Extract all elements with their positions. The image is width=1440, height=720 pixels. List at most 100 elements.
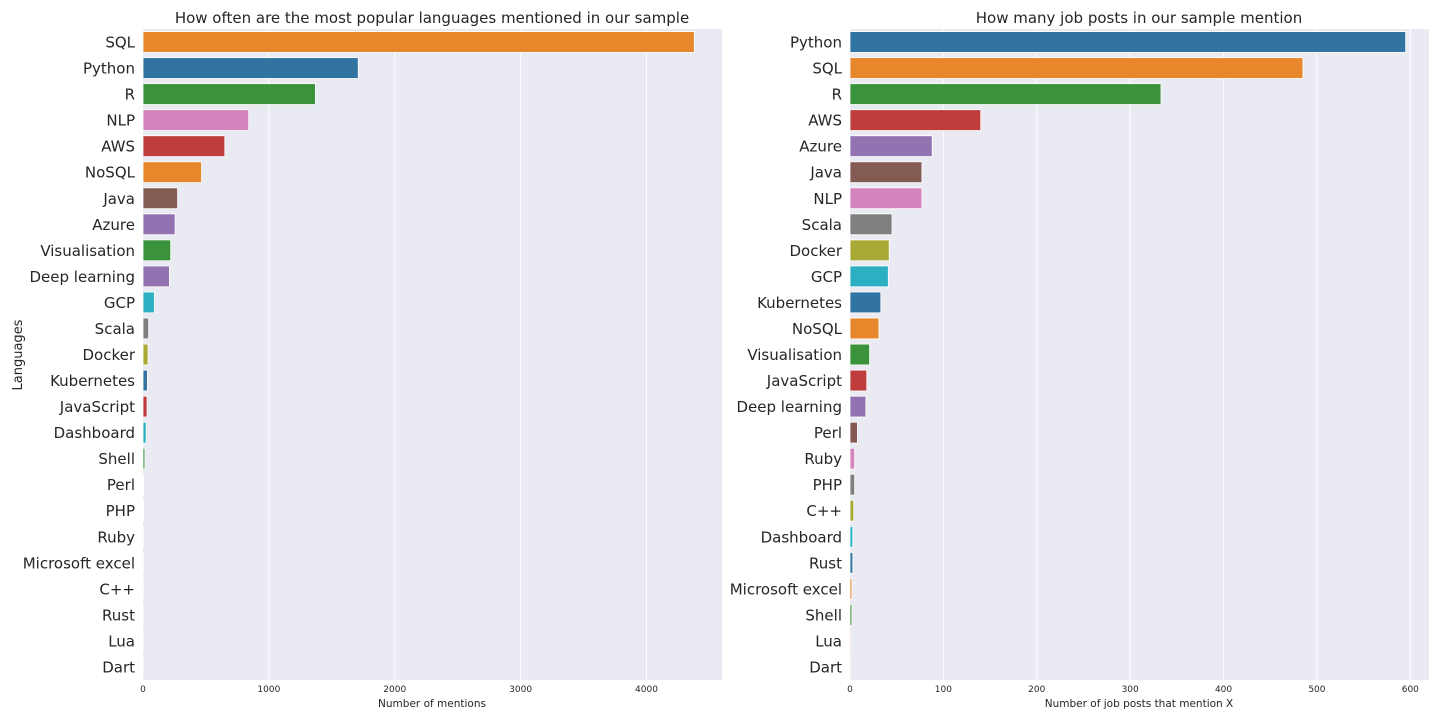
category-label-lua: Lua [108,632,135,650]
bar-azure [142,213,176,236]
bar-scala [849,213,893,236]
category-label-kubernetes: Kubernetes [50,372,135,390]
bar-python [142,57,359,79]
category-label-php: PHP [106,502,135,520]
x-tick-label: 300 [1122,685,1139,695]
category-label-r: R [832,86,842,104]
bar-perl [849,421,858,444]
bar-kubernetes [849,291,882,314]
bar-nosql [849,317,880,340]
category-label-nosql: NoSQL [792,320,843,338]
x-tick-label: 0 [847,685,853,695]
bar-dashboard [849,525,854,548]
x-tick-label: 0 [140,685,146,695]
bar-gcp [142,291,155,314]
category-label-r: R [125,86,135,104]
category-label-cplusplus: C++ [806,502,842,520]
bar-visualisation [849,343,871,366]
plot-area [143,29,722,680]
x-tick-label: 4000 [635,685,658,695]
category-label-gcp: GCP [811,268,842,286]
bar-microsoft-excel [849,578,853,600]
category-label-azure: Azure [799,138,842,156]
chart-title: How often are the most popular languages… [175,9,689,27]
bar-perl [142,473,145,496]
job-posts-chart: How many job posts in our sample mention… [730,9,1429,710]
x-tick-label: 400 [1215,685,1232,695]
category-label-microsoft-excel: Microsoft excel [730,580,842,598]
bar-visualisation [142,239,172,262]
x-tick-label: 200 [1028,685,1045,695]
category-label-azure: Azure [92,216,135,234]
category-label-nlp: NLP [106,112,135,130]
x-tick-label: 500 [1308,685,1325,695]
bar-java [142,187,179,210]
category-label-docker: Docker [789,242,842,260]
x-tick-label: 3000 [509,685,532,695]
bar-docker [849,239,890,262]
category-label-scala: Scala [95,320,135,338]
bar-deep-learning [849,395,867,418]
category-label-visualisation: Visualisation [747,346,842,364]
category-label-microsoft-excel: Microsoft excel [23,554,135,572]
bar-kubernetes [142,369,148,392]
bar-ruby [849,447,856,470]
bar-php [849,473,856,496]
mentions-chart: How often are the most popular languages… [11,9,722,710]
category-label-ruby: Ruby [97,528,135,546]
category-label-sql: SQL [105,34,135,52]
bar-python [849,31,1407,53]
category-label-gcp: GCP [104,294,135,312]
x-tick-label: 600 [1402,685,1419,695]
bar-aws [142,135,226,157]
bar-lua [849,630,852,652]
x-tick-label: 1000 [257,685,280,695]
bar-scala [142,317,150,340]
bar-r [849,83,1162,105]
category-label-php: PHP [813,476,842,494]
bar-php [142,499,144,522]
category-label-dashboard: Dashboard [761,528,842,546]
category-label-dashboard: Dashboard [54,424,135,442]
category-label-deep-learning: Deep learning [737,398,843,416]
bar-sql [849,57,1304,79]
category-label-cplusplus: C++ [99,580,135,598]
bar-dashboard [142,421,147,444]
category-label-kubernetes: Kubernetes [757,294,842,312]
bar-docker [142,343,149,366]
x-tick-label: 100 [935,685,952,695]
category-label-shell: Shell [98,450,135,468]
category-label-javascript: JavaScript [766,372,842,390]
bar-nosql [142,161,202,184]
y-axis-label: Languages [11,319,26,390]
bar-nlp [849,187,923,210]
category-label-perl: Perl [107,476,135,494]
x-axis-label: Number of mentions [378,698,486,710]
category-label-ruby: Ruby [804,450,842,468]
category-label-rust: Rust [102,606,135,624]
category-label-dart: Dart [809,658,842,676]
bar-deep-learning [142,265,170,288]
category-label-deep-learning: Deep learning [30,268,136,286]
category-label-nosql: NoSQL [85,164,136,182]
category-label-nlp: NLP [813,190,842,208]
plot-area [850,29,1429,680]
category-label-rust: Rust [809,554,842,572]
category-label-dart: Dart [102,658,135,676]
category-label-visualisation: Visualisation [40,242,135,260]
bar-java [849,161,923,184]
category-label-scala: Scala [802,216,842,234]
chart-title: How many job posts in our sample mention [976,9,1303,27]
category-label-shell: Shell [805,606,842,624]
category-label-perl: Perl [814,424,842,442]
category-label-lua: Lua [815,632,842,650]
category-label-python: Python [83,60,135,78]
bar-aws [849,109,982,131]
bar-dart [849,656,852,678]
bar-azure [849,135,933,157]
bar-r [142,83,316,105]
bar-shell [142,447,146,470]
category-label-java: Java [102,190,135,208]
category-label-javascript: JavaScript [59,398,135,416]
